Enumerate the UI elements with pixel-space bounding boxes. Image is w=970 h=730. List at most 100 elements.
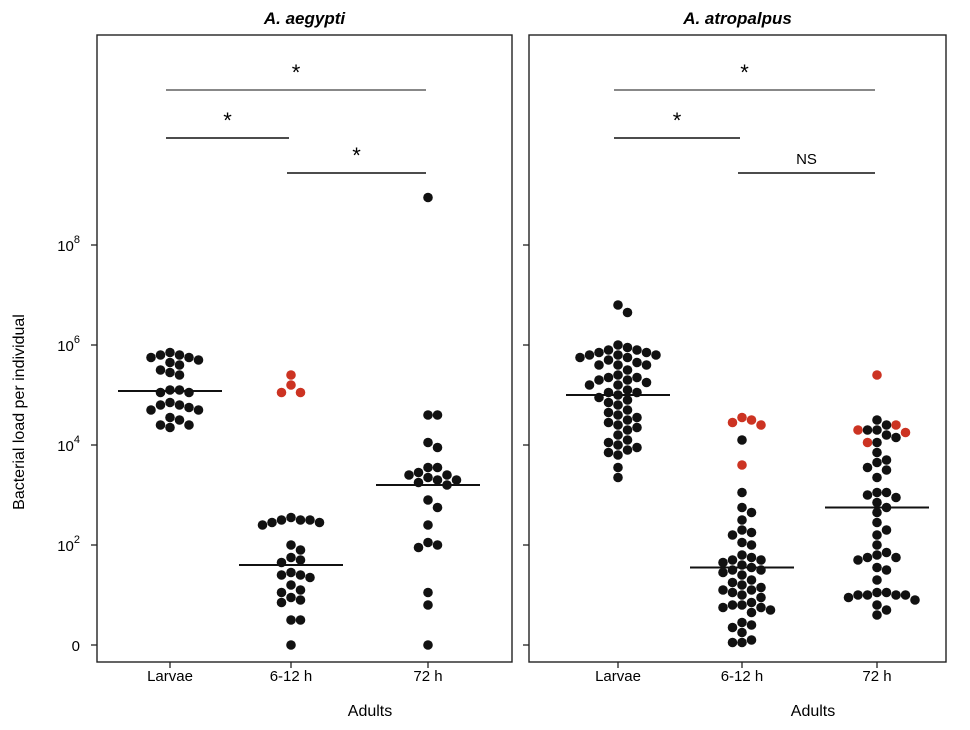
highlight-data-point: [276, 387, 287, 398]
data-point: [286, 615, 296, 625]
data-point: [872, 507, 882, 518]
highlight-data-point: [891, 420, 901, 430]
data-point: [613, 360, 623, 370]
data-point: [737, 627, 747, 638]
data-point: [174, 370, 185, 380]
data-point: [718, 557, 728, 568]
data-point: [756, 582, 766, 593]
data-point: [746, 527, 757, 538]
data-point: [737, 525, 747, 535]
data-point: [622, 365, 633, 375]
data-point: [613, 410, 623, 420]
data-point: [146, 405, 156, 415]
x-tick-label: 72 h: [862, 668, 891, 685]
data-point: [737, 435, 747, 445]
data-point: [872, 550, 882, 560]
data-point: [442, 470, 452, 480]
not-significant-label: NS: [796, 151, 817, 168]
data-point: [881, 547, 892, 558]
data-point: [718, 567, 728, 578]
data-point: [286, 580, 296, 590]
data-point: [305, 572, 315, 583]
data-point: [295, 515, 306, 525]
data-point: [603, 407, 614, 418]
data-point: [295, 570, 306, 580]
panel-atropalpus: A. atropalpus Larvae 6-12 h 72 h * * NS: [523, 9, 947, 685]
data-point: [727, 555, 738, 565]
data-point: [746, 540, 757, 550]
data-point: [737, 637, 747, 648]
data-point: [622, 435, 633, 445]
data-point: [575, 352, 585, 363]
data-point: [622, 415, 633, 425]
data-point: [872, 575, 882, 585]
data-point: [622, 385, 633, 395]
group-72-h: [376, 192, 480, 650]
highlight-data-point: [756, 420, 766, 430]
significance-star: *: [740, 60, 749, 85]
data-point: [862, 425, 873, 435]
y-tick-label: 102: [57, 534, 80, 555]
data-point: [432, 502, 443, 513]
data-point: [613, 472, 623, 483]
data-point: [423, 600, 433, 610]
data-point: [862, 462, 873, 473]
data-point: [756, 592, 766, 603]
data-point: [295, 585, 306, 595]
y-tick-label: 0: [72, 638, 80, 655]
data-point: [872, 425, 882, 435]
data-point: [872, 497, 882, 508]
highlight-data-point: [853, 425, 863, 435]
data-point: [641, 360, 652, 370]
data-point: [881, 587, 892, 598]
data-point: [862, 590, 873, 600]
data-point: [613, 420, 623, 430]
data-point: [423, 495, 433, 505]
data-point: [423, 437, 433, 448]
data-point: [184, 402, 194, 413]
data-point: [872, 487, 882, 498]
data-point: [727, 530, 738, 540]
data-point: [174, 400, 185, 410]
data-point: [872, 472, 882, 483]
data-point: [881, 465, 892, 475]
data-point: [603, 372, 614, 383]
data-point: [295, 615, 306, 625]
data-point: [727, 600, 738, 610]
data-point: [651, 350, 661, 360]
data-point: [584, 380, 595, 390]
data-point: [603, 345, 614, 355]
highlight-data-point: [737, 460, 747, 470]
data-point: [765, 605, 776, 615]
data-point: [622, 307, 633, 318]
data-point: [737, 600, 747, 610]
data-point: [603, 397, 614, 408]
data-point: [423, 192, 433, 203]
data-point: [737, 617, 747, 628]
data-point: [423, 462, 433, 473]
data-point: [413, 542, 424, 553]
panel-title: A. aegypti: [263, 9, 347, 28]
data-point: [286, 512, 296, 523]
data-point: [286, 592, 296, 603]
x-tick-label: 6-12 h: [721, 668, 764, 685]
highlight-data-point: [727, 417, 738, 428]
data-point: [746, 635, 757, 645]
data-point: [746, 620, 757, 630]
data-point: [423, 472, 433, 483]
data-point: [613, 340, 623, 350]
data-point: [746, 552, 757, 563]
data-point: [184, 387, 194, 398]
data-point: [727, 637, 738, 648]
data-point: [165, 367, 175, 378]
data-point: [853, 590, 863, 600]
data-point: [737, 590, 747, 600]
data-point: [746, 507, 757, 518]
data-point: [305, 515, 315, 525]
data-point: [872, 457, 882, 468]
x-tick-label: 6-12 h: [270, 668, 313, 685]
data-point: [872, 600, 882, 610]
highlight-data-point: [286, 370, 296, 380]
data-point: [432, 475, 443, 485]
data-point: [746, 597, 757, 608]
